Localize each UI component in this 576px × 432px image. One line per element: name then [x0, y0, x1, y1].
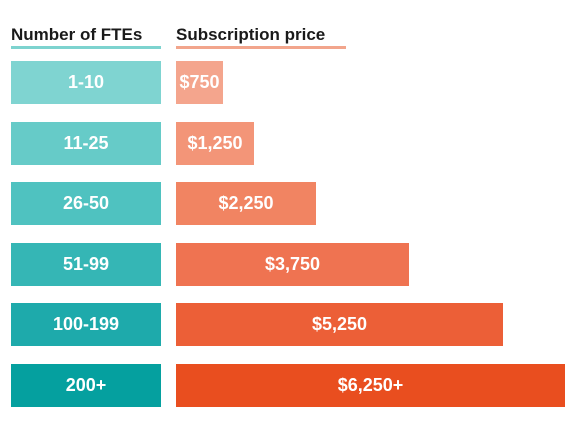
price-bar-2: $2,250: [176, 182, 316, 225]
price-bar-4: $5,250: [176, 303, 503, 346]
price-bar-0: $750: [176, 61, 223, 104]
price-bar-5: $6,250+: [176, 364, 565, 407]
fte-column-header-label: Number of FTEs: [11, 25, 143, 44]
fte-header-underline: [11, 46, 161, 49]
fte-tier-5: 200+: [11, 364, 161, 407]
price-bar-1: $1,250: [176, 122, 254, 165]
price-bar-3: $3,750: [176, 243, 409, 286]
fte-column-header: Number of FTEs: [11, 24, 161, 49]
fte-tier-3: 51-99: [11, 243, 161, 286]
price-column-header: Subscription price: [176, 24, 346, 49]
price-column-header-label: Subscription price: [176, 25, 326, 44]
fte-tier-0: 1-10: [11, 61, 161, 104]
price-header-underline: [176, 46, 346, 49]
fte-tier-2: 26-50: [11, 182, 161, 225]
fte-tier-4: 100-199: [11, 303, 161, 346]
fte-tier-1: 11-25: [11, 122, 161, 165]
